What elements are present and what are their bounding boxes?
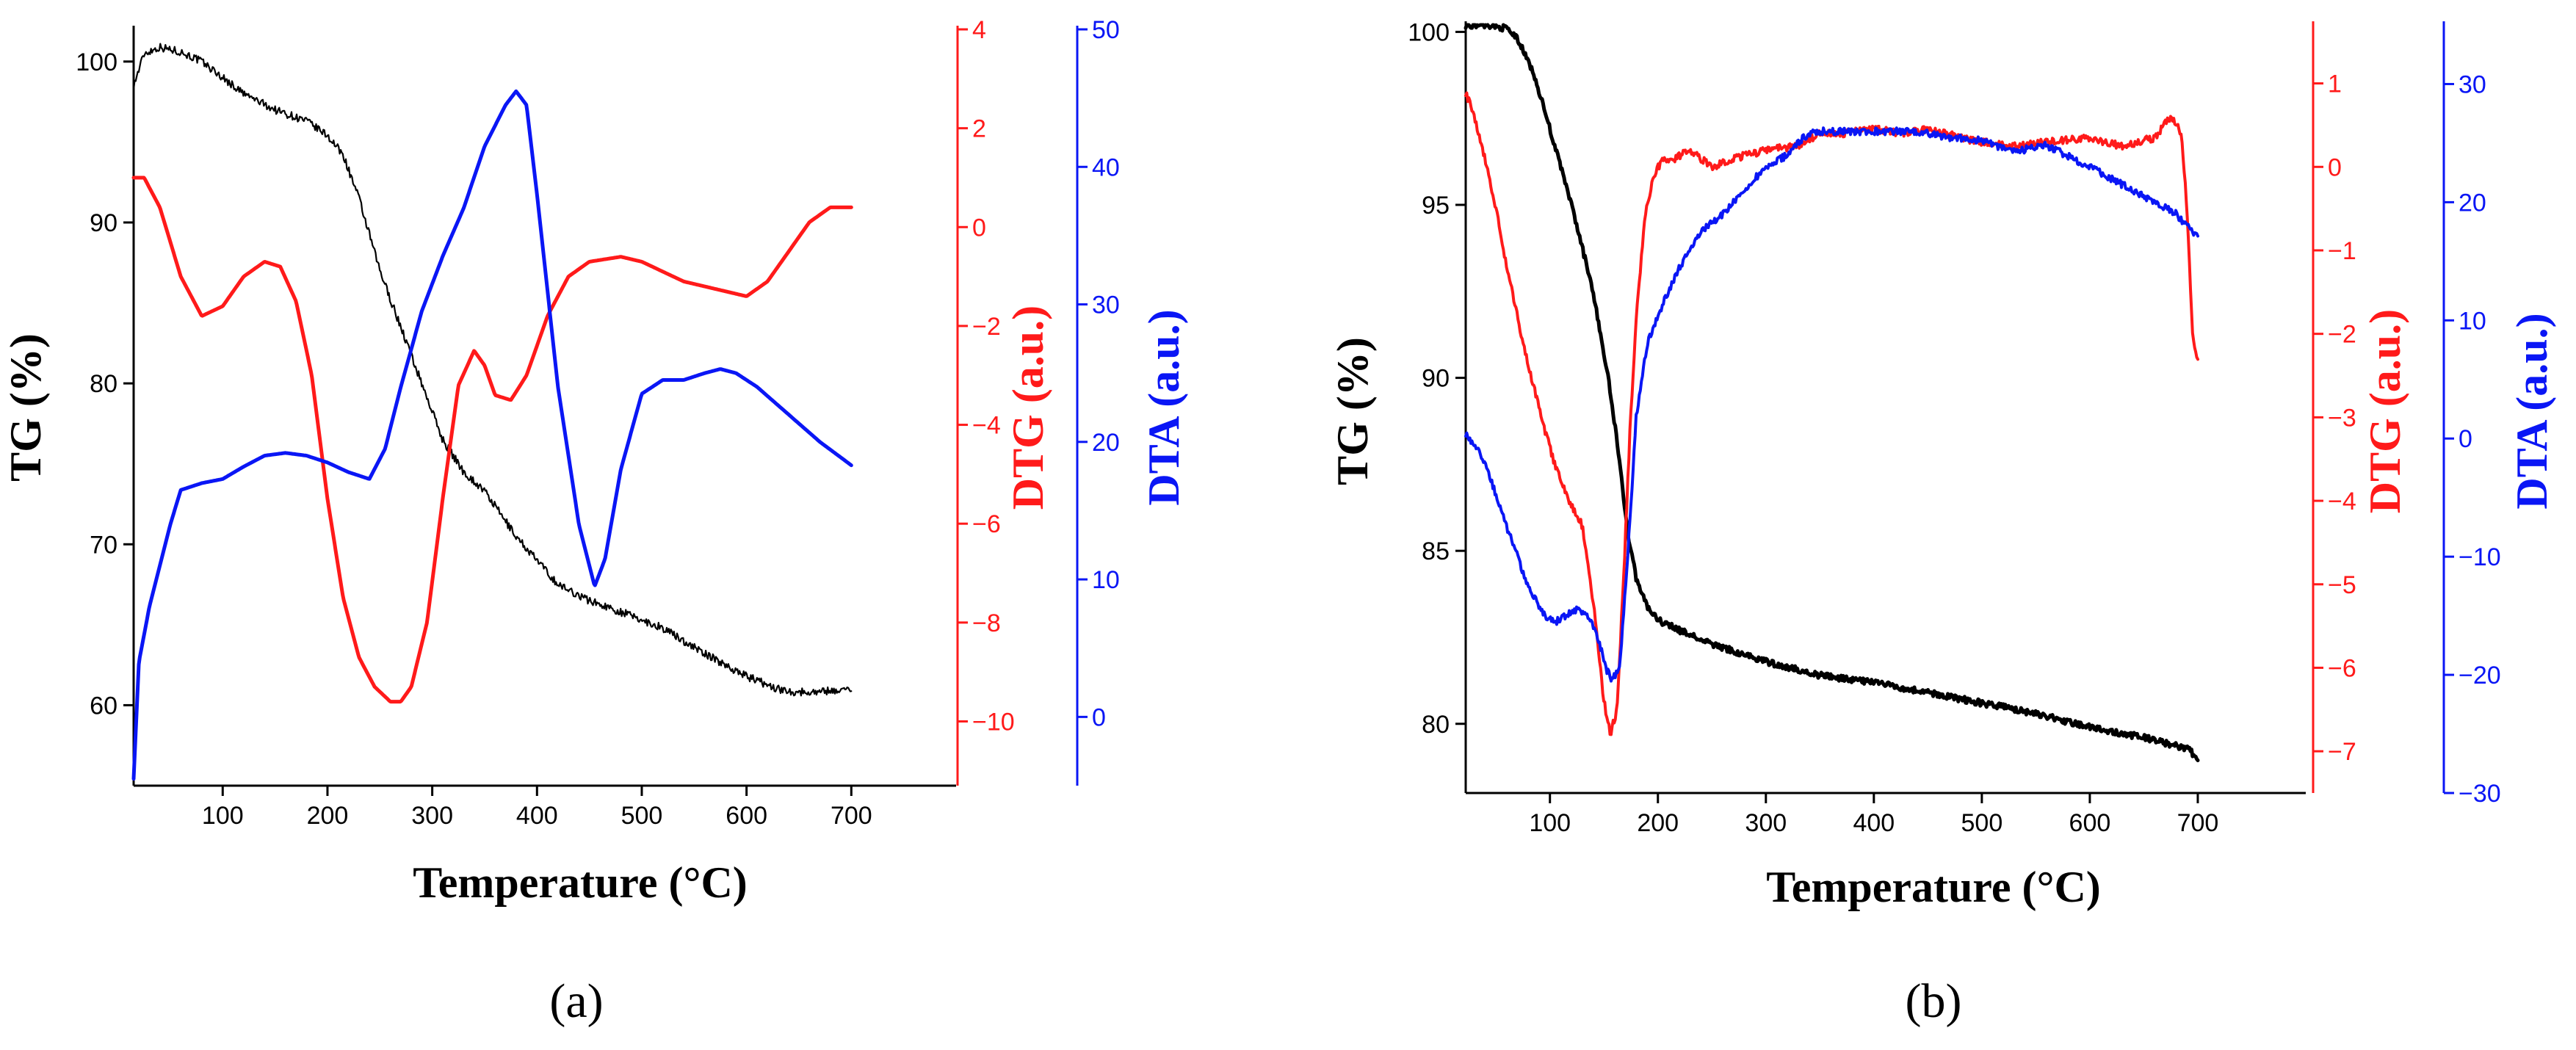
- x-tick-label: 200: [1637, 809, 1679, 837]
- dta-tick-label: 0: [1092, 703, 1106, 731]
- dta-tick-label: 30: [2459, 70, 2486, 98]
- dtg-tick-label: −10: [972, 708, 1015, 736]
- panel-label: (a): [549, 974, 603, 1028]
- tg-axis-title: TG (%): [1328, 337, 1377, 485]
- dtg-tick-label: −2: [2328, 321, 2356, 349]
- dta-tick-label: 10: [1092, 566, 1120, 594]
- dta-axis-title: DTA (a.u.): [2508, 313, 2556, 509]
- dtg-tick-label: −4: [2328, 488, 2356, 515]
- dtg-tick-label: −4: [972, 412, 1001, 440]
- tg-tick-label: 85: [1422, 537, 1450, 565]
- x-axis-title: Temperature (°C): [1766, 863, 2101, 911]
- dtg-series-line: [1464, 91, 2199, 736]
- dtg-tick-label: −3: [2328, 404, 2356, 432]
- tg-axis-title: TG (%): [1, 333, 50, 482]
- dta-tick-label: −30: [2459, 780, 2501, 808]
- tg-tick-label: 80: [1422, 711, 1450, 739]
- tg-tick-label: 95: [1422, 192, 1450, 220]
- dta-tick-label: −10: [2459, 543, 2501, 571]
- dta-tick-label: 0: [2459, 425, 2472, 453]
- panel-label: (b): [1906, 974, 1962, 1028]
- tg-tick-label: 90: [90, 209, 117, 237]
- dtg-tick-label: 1: [2328, 70, 2342, 98]
- x-tick-label: 700: [831, 802, 872, 830]
- tg-tick-label: 60: [90, 692, 117, 720]
- chart-panel-a: 100 200 300 400 500 600 70060708090100−10−8−6−…: [1, 16, 1188, 1028]
- dtg-axis-title: DTG (a.u.): [2361, 309, 2409, 513]
- dta-tick-label: 50: [1092, 16, 1120, 44]
- tg-tick-label: 70: [90, 531, 117, 559]
- x-tick-label: 300: [411, 802, 453, 830]
- tg-tick-label: 90: [1422, 365, 1450, 393]
- dtg-tick-label: −6: [972, 510, 1001, 538]
- dtg-tick-label: −2: [972, 313, 1001, 341]
- dta-tick-label: 20: [1092, 429, 1120, 457]
- tg-tick-label: 100: [76, 48, 117, 76]
- x-tick-label: 500: [1961, 809, 2003, 837]
- dtg-tick-label: 2: [972, 115, 986, 143]
- dta-series-line: [1464, 126, 2199, 683]
- dtg-series-line: [131, 175, 853, 704]
- x-tick-label: 500: [621, 802, 663, 830]
- dta-tick-label: 20: [2459, 189, 2486, 217]
- dtg-tick-label: −1: [2328, 237, 2356, 265]
- dtg-tick-label: 0: [972, 214, 986, 242]
- x-tick-label: 700: [2177, 809, 2219, 837]
- chart-panel-b: 100 200 300 400 500 600 70080859095100−7−6−5−4…: [1328, 18, 2556, 1028]
- tg-tick-label: 80: [90, 370, 117, 398]
- dta-tick-label: 10: [2459, 307, 2486, 335]
- x-tick-label: 100: [1529, 809, 1571, 837]
- x-tick-label: 400: [516, 802, 558, 830]
- x-tick-label: 600: [726, 802, 767, 830]
- dta-tick-label: −20: [2459, 662, 2501, 689]
- dtg-tick-label: −8: [972, 609, 1001, 637]
- tg-series-line: [132, 43, 853, 697]
- dtg-tick-label: −5: [2328, 571, 2356, 599]
- tg-series-line: [1464, 23, 2200, 763]
- dtg-axis-title: DTG (a.u.): [1004, 305, 1052, 510]
- dtg-tick-label: 4: [972, 16, 986, 44]
- x-tick-label: 200: [307, 802, 349, 830]
- dtg-tick-label: −6: [2328, 654, 2356, 682]
- dtg-tick-label: −7: [2328, 738, 2356, 766]
- x-tick-label: 600: [2069, 809, 2111, 837]
- dtg-tick-label: 0: [2328, 153, 2342, 181]
- x-tick-label: 100: [202, 802, 244, 830]
- tg-tick-label: 100: [1408, 18, 1450, 46]
- x-tick-label: 400: [1853, 809, 1895, 837]
- dta-axis-title: DTA (a.u.): [1140, 309, 1188, 505]
- dta-tick-label: 30: [1092, 292, 1120, 319]
- dta-series-line: [131, 89, 853, 781]
- dta-tick-label: 40: [1092, 153, 1120, 181]
- x-tick-label: 300: [1745, 809, 1787, 837]
- x-axis-title: Temperature (°C): [413, 858, 748, 907]
